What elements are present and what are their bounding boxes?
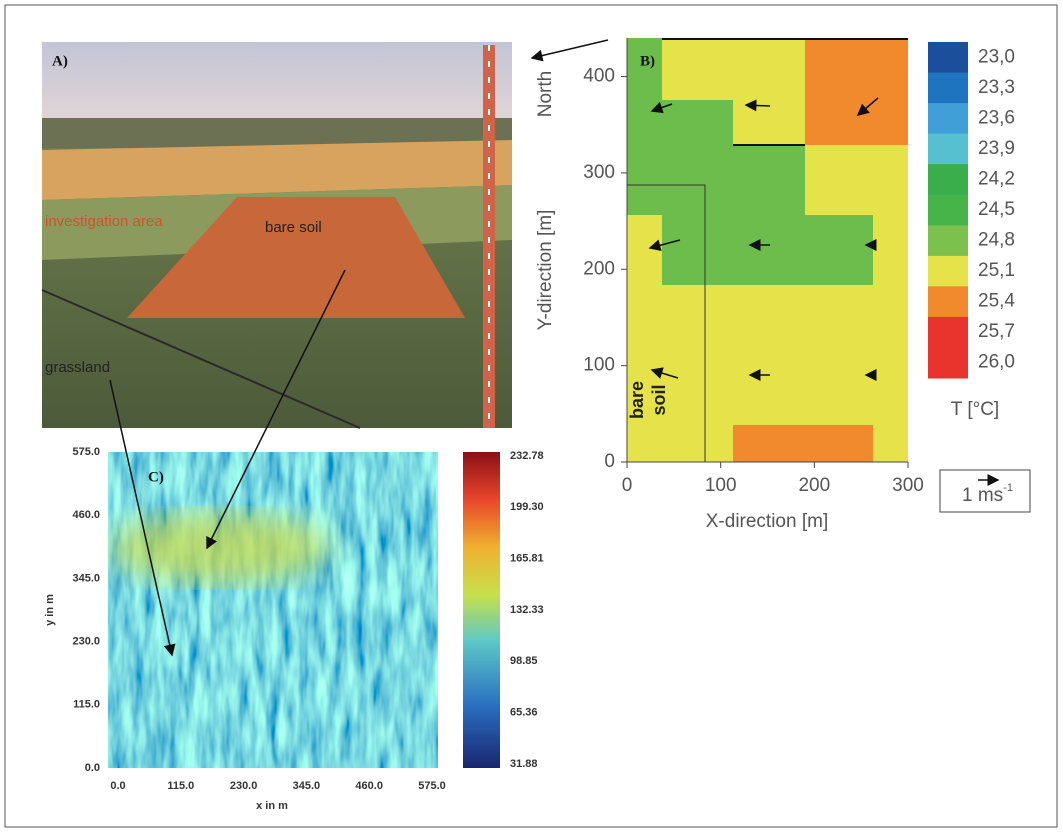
colorbar-swatch [928, 286, 968, 318]
y-tick-label: 400 [583, 66, 615, 87]
y-tick-label: 0 [604, 451, 615, 472]
colorbar-label: 31.88 [510, 758, 538, 770]
y-tick-label: 0.0 [85, 762, 100, 774]
y-tick-label: 345.0 [72, 572, 100, 584]
bare-soil-label: bare [627, 381, 647, 419]
colorbar-swatch [928, 316, 968, 348]
photo [41, 42, 512, 429]
annotation: bare soil [265, 219, 322, 236]
annotation: investigation area [45, 213, 163, 230]
colorbar-label: 23,9 [978, 138, 1015, 159]
colorbar-label: 24,5 [978, 199, 1015, 220]
x-tick-label: 0.0 [110, 780, 125, 792]
colorbar-title: T [°C] [951, 399, 999, 420]
colorbar [463, 452, 500, 768]
colorbar-label: 25,4 [978, 291, 1015, 312]
colorbar-swatch [928, 164, 968, 196]
annotation: grassland [45, 359, 110, 376]
y-tick-label: 230.0 [72, 636, 100, 648]
wind-scale: 1 ms-1 [962, 482, 1013, 506]
colorbar-swatch [928, 42, 968, 74]
x-axis-title: X-direction [m] [706, 511, 828, 532]
colorbar-label: 65.36 [510, 707, 538, 719]
wind-scale-box [939, 469, 1031, 513]
colorbar-label: 25,7 [978, 321, 1015, 342]
temperature-field [530, 38, 908, 463]
colorbar-label: 232.78 [510, 450, 544, 462]
x-tick-label: 575.0 [418, 780, 446, 792]
colorbar-swatch [928, 133, 968, 165]
heatmap [108, 452, 438, 768]
x-axis-title: x in m [256, 800, 288, 812]
colorbar-label: 25,1 [978, 260, 1015, 281]
panel-label: B) [640, 53, 655, 69]
y-tick-label: 100 [583, 355, 615, 376]
y-tick-label: 300 [583, 162, 615, 183]
colorbar-label: 24,8 [978, 230, 1015, 251]
y-tick-label: 200 [583, 258, 615, 279]
y-axis-title: y in m [44, 594, 56, 626]
colorbar-label: 199.30 [510, 501, 544, 513]
x-tick-label: 460.0 [355, 780, 383, 792]
colorbar-label: 26,0 [978, 352, 1015, 373]
colorbar-label: 23,0 [978, 46, 1015, 67]
y-tick-label: 575.0 [72, 446, 100, 458]
colorbar-swatch [928, 194, 968, 226]
colorbar-swatch [928, 103, 968, 135]
wind-exponent: -1 [1003, 482, 1013, 494]
bare-soil-label: soil [649, 384, 669, 415]
frame [4, 4, 1058, 828]
annotation-arrows [109, 269, 346, 657]
x-tick-label: 345.0 [293, 780, 321, 792]
colorbar-swatch [928, 347, 968, 379]
panel-label: C) [148, 469, 164, 485]
x-tick-label: 115.0 [167, 780, 194, 792]
colorbar-swatch [928, 255, 968, 287]
y-axis-title: Y-direction [m] [535, 210, 556, 331]
wind-unit: 1 ms [962, 485, 1003, 506]
y-tick-label: 460.0 [72, 509, 100, 521]
x-tick-label: 200 [798, 475, 830, 496]
colorbar-label: 98.85 [510, 655, 538, 667]
colorbar-swatch [928, 72, 968, 104]
colorbar-label: 165.81 [510, 553, 544, 565]
x-tick-label: 230.0 [230, 780, 258, 792]
colorbar-label: 23,6 [978, 107, 1015, 128]
x-tick-label: 0 [622, 475, 633, 496]
generated: 0 100 200 300 0 100 200 300 400 23,0 23,3 23,6 23,9 2… [72, 38, 1015, 792]
x-tick-label: 100 [705, 475, 737, 496]
y-tick-label: 115.0 [73, 699, 100, 711]
x-tick-label: 300 [892, 475, 924, 496]
colorbar-label: 132.33 [510, 604, 544, 616]
colorbar-label: 23,3 [978, 77, 1015, 98]
panel-label: A) [52, 53, 68, 69]
north-label: North [535, 71, 556, 117]
colorbar-label: 24,2 [978, 168, 1015, 189]
colorbar-swatch [928, 225, 968, 257]
